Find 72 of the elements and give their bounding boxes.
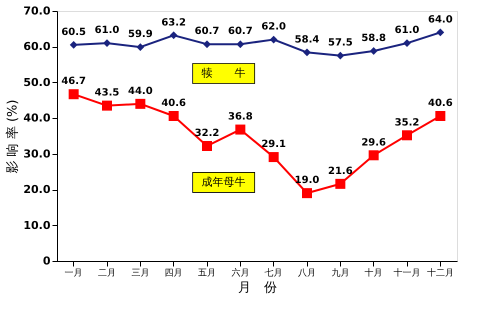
y-tick-label: 0 — [42, 254, 51, 268]
y-axis-title: 影 响 率 (%) — [4, 100, 20, 174]
data-label: 57.5 — [328, 38, 353, 49]
data-label: 58.8 — [361, 33, 386, 44]
data-label: 21.6 — [328, 166, 353, 177]
point — [435, 111, 446, 121]
data-label: 19.0 — [294, 175, 320, 186]
point — [203, 40, 211, 48]
data-label: 40.6 — [161, 98, 186, 109]
y-tick-label: 30.0 — [23, 147, 51, 160]
data-label: 61.0 — [394, 25, 420, 36]
data-label: 64.0 — [428, 14, 453, 26]
point — [436, 28, 444, 36]
data-label: 58.4 — [294, 34, 320, 46]
point — [402, 130, 412, 140]
x-tick-label: 五月 — [198, 268, 216, 278]
x-tick-label: 四月 — [164, 268, 183, 278]
data-label: 32.2 — [194, 128, 220, 139]
point — [270, 36, 278, 44]
y-tick-label: 50.0 — [23, 76, 51, 89]
x-tick-label: 一月 — [64, 268, 83, 278]
data-label: 60.5 — [61, 26, 86, 38]
point — [236, 40, 244, 48]
x-tick-label: 三月 — [131, 268, 150, 278]
data-label: 29.1 — [261, 139, 286, 150]
data-label: 29.6 — [361, 137, 386, 148]
data-label: 63.2 — [161, 17, 186, 28]
y-tick-label: 70.0 — [23, 4, 51, 18]
point — [370, 47, 378, 55]
data-label: 43.5 — [94, 88, 120, 99]
point — [336, 52, 344, 60]
data-label: 62.0 — [261, 22, 286, 33]
point — [403, 39, 411, 48]
data-label: 46.7 — [61, 76, 86, 88]
point — [103, 39, 111, 48]
x-tick-label: 十月 — [364, 268, 383, 278]
point — [102, 100, 112, 111]
point — [303, 48, 311, 56]
data-label: 59.9 — [128, 29, 153, 40]
point — [68, 89, 79, 100]
x-tick-label: 十一月 — [394, 268, 420, 278]
point — [168, 111, 179, 121]
x-tick-label: 七月 — [264, 268, 283, 278]
series-label: 犊 牛 — [202, 66, 246, 80]
x-tick-label: 九月 — [331, 268, 350, 278]
data-label: 35.2 — [394, 117, 420, 128]
point — [268, 152, 279, 162]
data-label: 61.0 — [94, 25, 120, 36]
data-label: 44.0 — [128, 86, 153, 97]
point — [335, 178, 346, 189]
y-tick-label: 20.0 — [23, 183, 51, 196]
point — [170, 31, 178, 40]
y-tick-label: 10.0 — [23, 218, 51, 232]
text: 成年母牛 — [202, 175, 246, 188]
x-tick-label: 六月 — [231, 268, 250, 278]
data-label: 60.7 — [228, 26, 253, 38]
data-label: 60.7 — [194, 26, 220, 38]
x-tick-label: 二月 — [98, 268, 116, 278]
point — [202, 141, 212, 151]
point — [135, 98, 146, 109]
data-label: 36.8 — [228, 112, 253, 123]
y-tick-label: 60.0 — [23, 40, 51, 54]
x-axis-title: 月 份 — [238, 280, 277, 296]
x-tick-label: 八月 — [298, 268, 316, 278]
point — [70, 41, 78, 49]
point — [136, 43, 144, 51]
x-tick-label: 十二月 — [426, 268, 454, 278]
data-label: 40.6 — [428, 98, 453, 109]
y-tick-label: 40.0 — [23, 112, 51, 125]
point — [368, 150, 379, 160]
point — [235, 124, 246, 135]
point — [302, 188, 312, 198]
